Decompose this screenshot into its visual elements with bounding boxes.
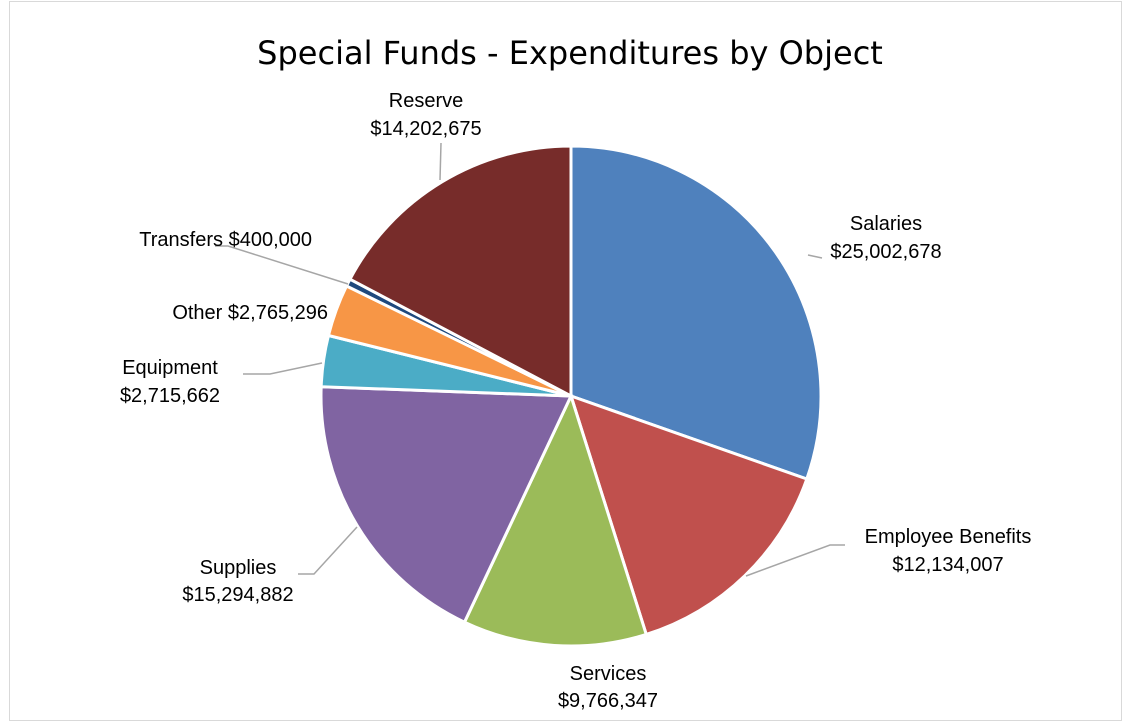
data-label-equipment: Equipment bbox=[122, 357, 218, 379]
data-label-other: Other $2,765,296 bbox=[172, 302, 328, 324]
data-value-reserve: $14,202,675 bbox=[370, 118, 481, 140]
leader-line-equipment bbox=[243, 362, 323, 375]
data-value-equipment: $2,715,662 bbox=[120, 385, 220, 407]
data-value-employee-benefits: $12,134,007 bbox=[892, 554, 1003, 576]
data-label-salaries: Salaries bbox=[850, 213, 922, 235]
data-label-supplies: Supplies bbox=[200, 557, 277, 579]
leader-line-salaries bbox=[807, 254, 823, 259]
data-label-reserve: Reserve bbox=[389, 90, 463, 112]
pie-slice-services bbox=[462, 391, 649, 648]
data-label-services: Services bbox=[570, 663, 647, 685]
leader-line-supplies bbox=[298, 526, 358, 575]
data-value-supplies: $15,294,882 bbox=[182, 584, 293, 606]
data-label-employee-benefits: Employee Benefits bbox=[865, 526, 1032, 548]
leader-line-transfers bbox=[215, 245, 349, 285]
chart-title: Special Funds - Expenditures by Object bbox=[257, 34, 883, 72]
leader-line-reserve bbox=[439, 142, 442, 181]
data-value-services: $9,766,347 bbox=[558, 690, 658, 711]
leader-line-employee-benefits bbox=[745, 544, 845, 577]
pie-slice-supplies bbox=[319, 385, 574, 625]
data-value-salaries: $25,002,678 bbox=[830, 241, 941, 263]
pie-slice-reserve bbox=[347, 144, 573, 399]
pie-slice-employee-benefits bbox=[568, 393, 809, 637]
pie-slice-salaries bbox=[569, 144, 823, 481]
data-label-transfers: Transfers $400,000 bbox=[139, 229, 312, 251]
